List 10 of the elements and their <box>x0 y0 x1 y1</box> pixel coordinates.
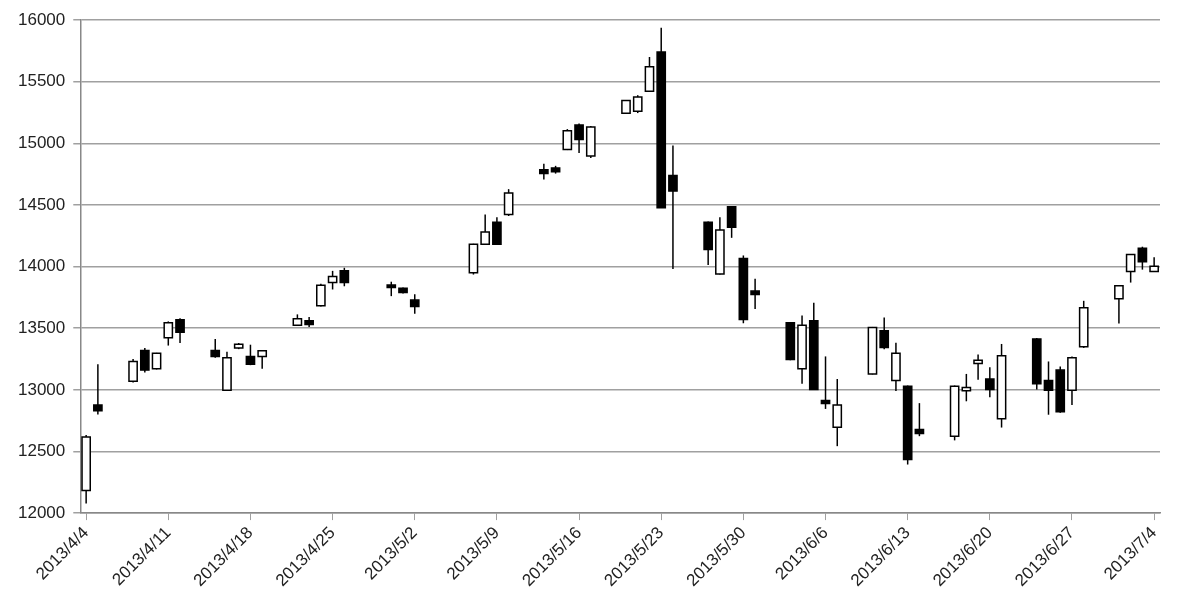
y-tick-label: 15000 <box>17 132 66 152</box>
y-tick-label: 16000 <box>17 9 66 29</box>
y-tick-label: 14500 <box>17 194 66 214</box>
y-tick-label: 12500 <box>17 441 66 461</box>
y-tick-label: 14000 <box>17 256 66 276</box>
y-tick-label: 15500 <box>17 71 66 91</box>
y-tick-label: 13500 <box>17 317 66 337</box>
candlestick <box>175 317 185 344</box>
y-tick-label: 13000 <box>17 379 66 399</box>
y-tick-label: 12000 <box>17 502 66 522</box>
